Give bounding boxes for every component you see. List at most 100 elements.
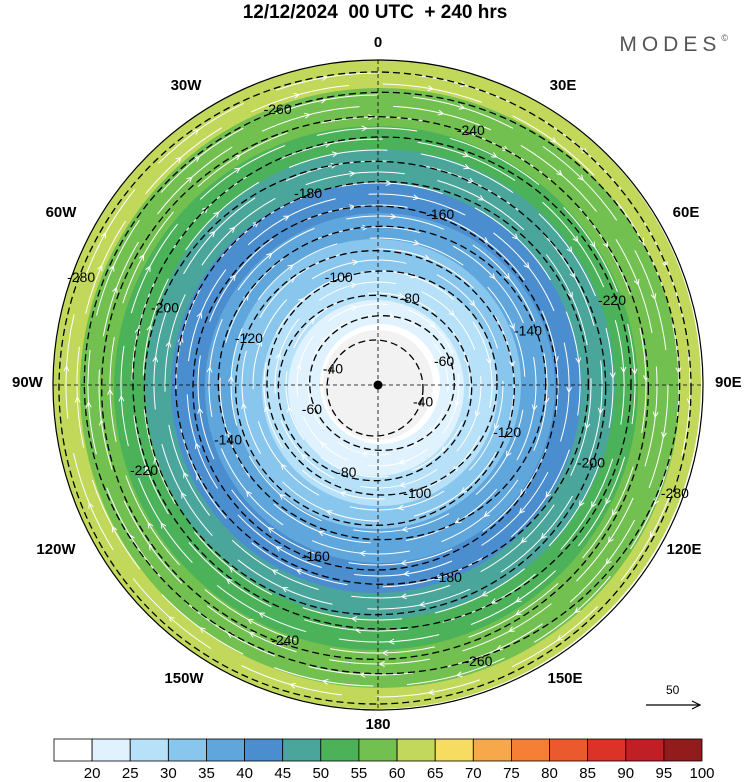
vector-arrowhead [440, 445, 448, 452]
contour-label: -80 [400, 290, 420, 306]
vector-arrowhead [402, 570, 410, 577]
vector-arrowhead [160, 522, 167, 529]
colorbar-swatch [587, 738, 627, 762]
vector-arrowhead [352, 259, 359, 266]
vector-arrowhead [361, 451, 368, 458]
vector-arrowhead [491, 152, 498, 158]
lon-label-150e: 150E [547, 670, 583, 687]
vector-arrowhead [112, 286, 118, 294]
vector-arrowhead [241, 402, 247, 410]
vector-arrowhead [437, 109, 445, 116]
colorbar-swatch [129, 738, 169, 762]
vector-arrowhead [275, 546, 282, 552]
vector-arrowhead [463, 357, 469, 364]
vector-arrowhead [631, 368, 638, 375]
vector-arrowhead [574, 607, 581, 614]
vector-arrowhead [572, 235, 579, 243]
lon-label-30e: 30E [549, 77, 577, 94]
vector-arrowhead [550, 136, 557, 143]
vector-arrowhead [605, 558, 612, 565]
lon-label-0: 0 [373, 34, 383, 51]
contour-label: -40 [323, 361, 343, 377]
vector-arrowhead [489, 273, 496, 280]
contour-260 [83, 91, 681, 675]
vector-arrowhead [108, 264, 115, 272]
colorbar-label: 50 [312, 765, 330, 782]
vector-arrowhead [350, 616, 358, 623]
vector-arrowhead [483, 511, 490, 518]
vector-arrowhead [234, 154, 241, 161]
vector-arrowhead [350, 305, 358, 312]
pole-marker [373, 380, 383, 390]
vector-arrowhead [607, 536, 614, 544]
vector-arrowhead [418, 601, 426, 608]
vector-arrowhead [397, 292, 405, 299]
vector-arrowhead [575, 357, 582, 364]
colorbar-label: 95 [655, 765, 673, 782]
vector-arrowhead [248, 632, 256, 638]
vector-arrowhead [245, 490, 252, 497]
contour-label: -60 [434, 353, 454, 369]
vector-arrowhead [295, 569, 303, 575]
colorbar-swatch [91, 738, 131, 762]
lon-label-120e: 120E [666, 541, 702, 558]
colorbar-label: 65 [426, 765, 444, 782]
colorbar-label: 60 [388, 765, 406, 782]
height-contours [58, 71, 692, 705]
vector-arrowhead [567, 291, 573, 299]
contour-240 [101, 116, 649, 660]
vector-arrowhead [138, 254, 145, 261]
vector-arrowhead [264, 405, 270, 413]
lon-label-60w: 60W [45, 204, 77, 221]
contour-label: -240 [457, 122, 485, 138]
vector-arrowhead [359, 671, 366, 678]
vector-arrowhead [523, 262, 530, 269]
vector-arrowhead [304, 112, 311, 119]
vector-arrowhead [266, 252, 273, 259]
contour-label: -140 [214, 432, 242, 448]
vector-arrowhead [401, 526, 408, 533]
colorbar-label: 100 [689, 765, 715, 782]
vector-arrowhead [225, 578, 233, 585]
vector-arrowhead [107, 388, 114, 395]
vector-arrowhead [566, 246, 573, 253]
vector-arrowhead [463, 163, 471, 170]
colorbar-label: 35 [198, 765, 215, 782]
colorbar-label: 40 [236, 765, 253, 782]
vector-arrowhead [145, 265, 151, 272]
colorbar-label: 90 [617, 765, 635, 782]
vector-arrowhead [515, 609, 522, 616]
contour-label: -280 [67, 269, 95, 285]
colorbar-swatch [625, 738, 665, 762]
vector-arrowhead [474, 410, 481, 418]
contour-label: -220 [130, 462, 158, 478]
vector-arrowhead [518, 507, 525, 515]
vector-arrowhead [194, 442, 201, 450]
vector-arrowhead [433, 574, 441, 581]
contour-label: -180 [434, 569, 462, 585]
vector-arrowhead [322, 678, 329, 685]
vector-arrowhead [545, 491, 552, 498]
vector-arrowhead [531, 404, 538, 411]
vector-arrowhead [605, 498, 611, 505]
colorbar-swatch [510, 738, 550, 762]
vector-arrowhead [460, 487, 468, 493]
vector-arrowhead [281, 587, 289, 593]
contour-label: -140 [514, 322, 542, 338]
contour-label: -60 [302, 401, 322, 417]
colorbar-label: 45 [274, 765, 292, 782]
vector-arrowhead [359, 550, 366, 557]
vector-arrowhead [320, 441, 327, 449]
vector-arrowhead [602, 241, 609, 248]
contour-label: -260 [464, 653, 492, 669]
vector-arrowhead [427, 85, 434, 92]
lon-label-30w: 30W [170, 77, 202, 94]
lon-label-150w: 150W [164, 670, 204, 687]
vector-arrowhead [283, 215, 290, 221]
vector-arrowhead [186, 176, 193, 183]
vector-arrowhead [469, 300, 476, 307]
vector-arrowhead [493, 423, 500, 431]
vector-arrowhead [63, 365, 70, 372]
vector-arrowhead [481, 590, 488, 597]
vector-arrowhead [118, 395, 125, 402]
